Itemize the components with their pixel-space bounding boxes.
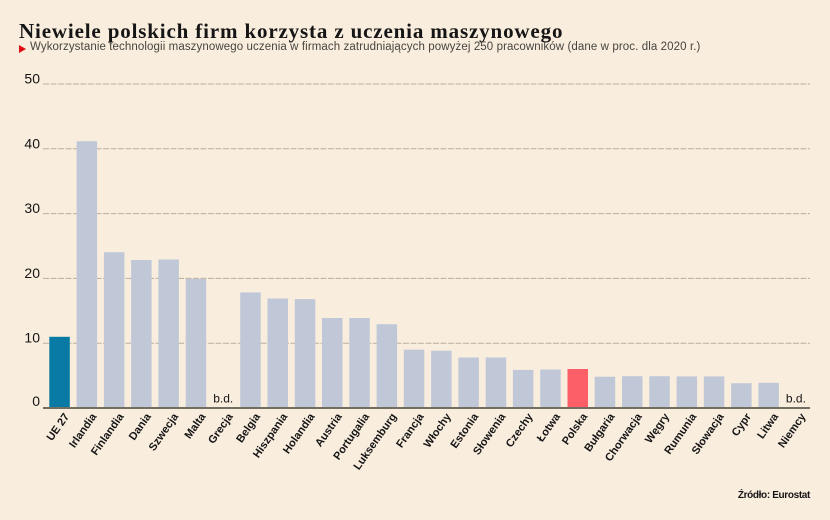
svg-text:0: 0: [32, 393, 40, 409]
svg-text:40: 40: [24, 135, 40, 151]
svg-text:b.d.: b.d.: [786, 392, 806, 406]
svg-text:Belgia: Belgia: [234, 411, 263, 446]
svg-text:Czechy: Czechy: [504, 411, 536, 450]
svg-text:30: 30: [24, 200, 40, 216]
svg-text:Niemcy: Niemcy: [776, 411, 809, 451]
svg-text:Grecja: Grecja: [206, 411, 236, 447]
svg-text:UE 27: UE 27: [45, 411, 72, 443]
svg-text:Malta: Malta: [182, 411, 208, 442]
svg-text:Litwa: Litwa: [755, 411, 781, 442]
svg-text:20: 20: [24, 265, 40, 281]
svg-text:Dania: Dania: [127, 411, 155, 443]
svg-text:Łotwa: Łotwa: [535, 411, 564, 445]
svg-text:10: 10: [24, 330, 40, 346]
svg-text:b.d.: b.d.: [213, 392, 233, 406]
svg-text:50: 50: [24, 71, 40, 87]
svg-text:Cypr: Cypr: [730, 411, 755, 439]
